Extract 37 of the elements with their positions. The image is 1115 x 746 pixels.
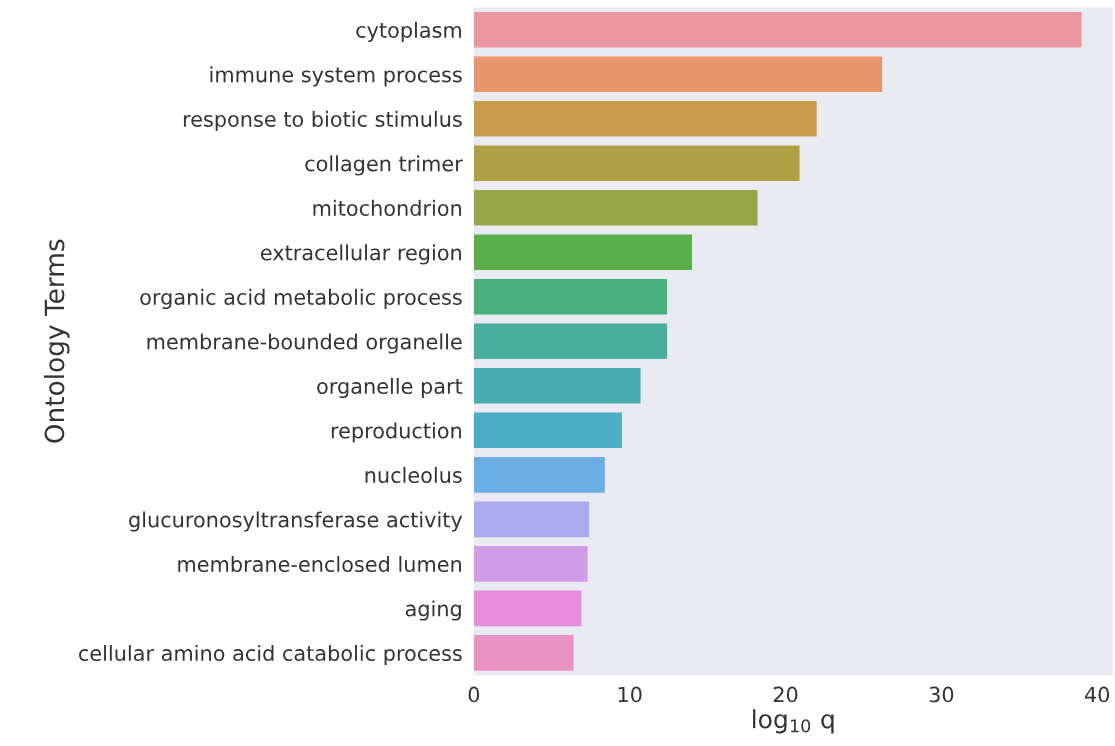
x-tick-label: 40: [1084, 686, 1110, 703]
bar: [473, 368, 641, 404]
x-tick-label: 10: [618, 686, 642, 703]
bar: [473, 278, 668, 315]
bar: [473, 501, 590, 538]
x-tick-label: 0: [468, 686, 480, 703]
y-tick-label: extracellular region: [260, 244, 461, 265]
bar: [473, 412, 622, 449]
x-tick-label: 30: [929, 686, 954, 703]
y-tick-label: nucleolus: [365, 466, 462, 484]
y-tick-label: cytoplasm: [356, 21, 461, 42]
y-tick-label: reproduction: [331, 422, 461, 443]
bar: [473, 457, 605, 493]
y-tick-label: response to biotic stimulus: [183, 110, 462, 131]
y-tick-label: aging: [405, 600, 461, 621]
x-tick-label: 20: [773, 686, 798, 703]
y-tick-label: membrane-enclosed lumen: [178, 555, 461, 573]
y-tick-label: mitochondrion: [313, 199, 461, 216]
y-tick-label: organic acid metabolic process: [140, 288, 462, 310]
bar: [473, 635, 574, 671]
bar: [473, 234, 693, 271]
y-tick-label: immune system process: [210, 66, 462, 87]
x-axis-title: log$_{10}$ q: [753, 709, 834, 734]
y-tick-label: membrane-bounded organelle: [147, 333, 462, 354]
y-tick-label: organelle part: [317, 377, 463, 399]
bar: [473, 323, 668, 360]
bar: [473, 11, 1082, 48]
bar: [473, 56, 883, 93]
bar: [473, 546, 588, 582]
y-tick-label: cellular amino acid catabolic process: [79, 644, 462, 666]
bar: [473, 590, 582, 627]
y-axis-title: Ontology Terms: [43, 239, 70, 443]
bar: [473, 145, 800, 182]
bar: [473, 189, 758, 226]
y-tick-label: glucuronosyltransferase activity: [129, 511, 463, 532]
bar: [473, 100, 817, 137]
y-tick-label: collagen trimer: [305, 155, 463, 176]
